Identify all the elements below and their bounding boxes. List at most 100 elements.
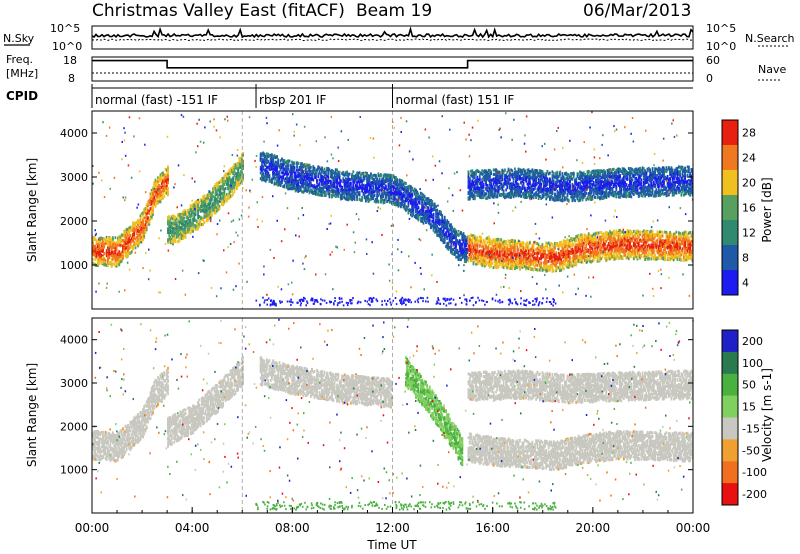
data-cell	[289, 160, 291, 163]
cpid-modes: normal (fast) -151 IF rbsp 201 IF normal (…	[92, 84, 693, 108]
data-cell	[291, 176, 293, 179]
summary-plot-figure: Christmas Valley East (fitACF) Beam 19 0…	[0, 0, 800, 554]
data-cell	[152, 211, 154, 214]
data-cell	[167, 190, 169, 193]
data-cell	[287, 168, 289, 171]
data-cell	[167, 166, 169, 169]
data-cell	[167, 175, 169, 178]
cpid-label: CPID	[6, 89, 38, 103]
nave-label: Nave	[758, 63, 786, 76]
data-cell	[122, 257, 124, 260]
data-cell	[160, 200, 162, 203]
data-cell	[219, 208, 221, 211]
data-cell	[195, 213, 197, 216]
data-cell	[167, 169, 169, 172]
data-cell	[284, 185, 286, 188]
data-cell	[240, 176, 242, 179]
beam-label: Beam 19	[356, 1, 432, 21]
data-cell	[118, 263, 120, 266]
data-cell	[269, 176, 271, 179]
data-cell	[133, 233, 135, 236]
data-cell	[147, 204, 149, 207]
data-cell	[224, 190, 226, 193]
data-cell	[279, 171, 281, 174]
freq-tick-bottom: 8	[68, 72, 75, 85]
data-cell	[167, 187, 169, 190]
data-cell	[196, 220, 198, 223]
cpid-mode-label: rbsp 201 IF	[259, 93, 326, 107]
data-cell	[167, 178, 169, 181]
data-cell	[142, 220, 144, 223]
data-cell	[206, 200, 208, 203]
data-cell	[211, 198, 213, 201]
freq-label-2: [MHz]	[6, 67, 38, 80]
date-label: 06/Mar/2013	[583, 1, 691, 21]
data-cell	[143, 235, 145, 238]
data-cell	[116, 249, 118, 252]
cpid-mode-label: normal (fast) -151 IF	[95, 93, 218, 107]
data-cell	[234, 190, 236, 193]
data-cell	[178, 239, 180, 242]
data-cell	[167, 181, 169, 184]
data-cell	[225, 187, 227, 190]
data-cell	[115, 236, 117, 239]
plot-title: Christmas Valley East (fitACF)	[92, 1, 345, 21]
data-cell	[231, 190, 233, 193]
data-cell	[276, 156, 278, 159]
data-cell	[190, 219, 192, 222]
data-cell	[287, 165, 289, 168]
data-cell	[148, 212, 150, 215]
nsearch-label: N.Search	[745, 32, 795, 45]
data-cell	[155, 205, 157, 208]
data-cell	[163, 195, 165, 198]
data-cell	[175, 240, 177, 243]
data-cell	[112, 238, 114, 241]
noise-tick-left-bottom: 10^0	[52, 40, 82, 53]
nave-tick-top: 60	[706, 54, 720, 67]
data-cell	[262, 172, 264, 175]
data-cell	[266, 178, 268, 181]
cpid-strip: CPID normal (fast) -151 IF rbsp 201 IF nor…	[6, 84, 693, 108]
noise-strip: N.Sky 10^5 10^0 10^5 10^0 N.Search	[3, 22, 795, 53]
data-cell	[108, 256, 110, 259]
noise-strip-frame	[92, 26, 693, 49]
data-cell	[203, 221, 205, 224]
nsky-label: N.Sky	[3, 32, 35, 45]
data-cell	[96, 241, 98, 244]
data-cell	[156, 198, 158, 201]
data-cell	[152, 207, 154, 210]
freq-label-1: Freq.	[6, 53, 33, 66]
data-cell	[281, 181, 283, 184]
data-cell	[183, 217, 185, 220]
freq-strip: Freq. [MHz] 18 8 60 0 Nave	[6, 53, 786, 85]
freq-tick-top: 18	[63, 54, 77, 67]
noise-tick-left-top: 10^5	[50, 22, 80, 35]
data-cell	[271, 180, 273, 183]
nsearch-line	[92, 39, 693, 41]
data-cell	[236, 187, 238, 190]
data-cell	[167, 193, 169, 196]
data-cell	[162, 192, 164, 195]
nsky-line	[92, 29, 693, 37]
data-cell	[135, 246, 137, 249]
data-cell	[219, 205, 221, 208]
data-cell	[212, 191, 214, 194]
data-cell	[131, 251, 133, 254]
data-cell	[130, 234, 132, 237]
data-cell	[146, 228, 148, 231]
data-cell	[148, 221, 150, 224]
data-cell	[145, 231, 147, 234]
data-cell	[146, 226, 148, 229]
cpid-mode-label: normal (fast) 151 IF	[396, 93, 515, 107]
data-cell	[188, 228, 190, 231]
noise-tick-right-bottom: 10^0	[706, 40, 736, 53]
data-cell	[185, 235, 187, 238]
data-cell	[267, 160, 269, 163]
freq-line	[92, 61, 693, 68]
noise-tick-right-top: 10^5	[706, 22, 736, 35]
data-cell	[105, 259, 107, 262]
nave-tick-bottom: 0	[706, 72, 713, 85]
data-cell	[121, 260, 123, 263]
data-cell	[211, 212, 213, 215]
